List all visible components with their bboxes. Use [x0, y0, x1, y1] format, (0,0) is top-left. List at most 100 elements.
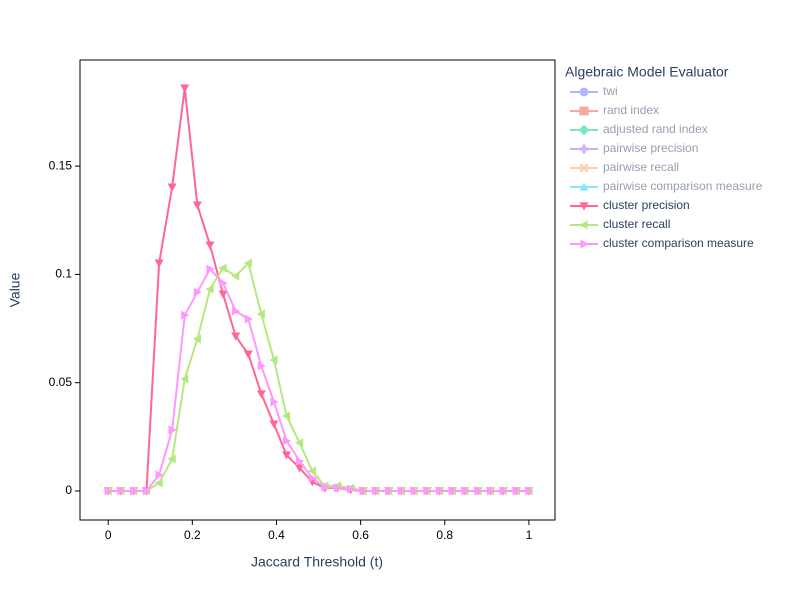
- legend-item: rand index: [570, 103, 659, 117]
- point: [512, 486, 521, 496]
- legend-label: pairwise precision: [603, 141, 698, 155]
- legend-item: cluster precision: [570, 198, 690, 212]
- legend-label: twi: [603, 84, 618, 98]
- y-tick-label: 0.1: [55, 267, 72, 281]
- plot-area: [103, 84, 534, 496]
- legend-marker: [579, 220, 588, 230]
- point: [346, 484, 356, 494]
- series-line: [108, 261, 529, 492]
- point: [180, 374, 189, 384]
- point: [231, 332, 241, 341]
- legend-marker: [580, 239, 589, 249]
- point: [243, 350, 253, 359]
- point: [308, 473, 317, 483]
- point: [333, 483, 342, 493]
- point: [104, 486, 113, 496]
- x-tick-label: 1: [526, 528, 533, 542]
- legend-marker: [579, 106, 589, 116]
- point: [168, 425, 177, 435]
- point: [192, 201, 202, 210]
- point: [206, 264, 215, 274]
- legend-label: pairwise recall: [603, 160, 679, 174]
- point: [180, 84, 190, 93]
- point: [385, 486, 394, 496]
- point: [142, 486, 151, 496]
- x-tick-label: 0.4: [268, 528, 285, 542]
- point: [296, 456, 305, 466]
- legend-label: adjusted rand index: [603, 122, 708, 136]
- legend-item: pairwise recall: [570, 160, 679, 174]
- point: [321, 482, 330, 492]
- x-tick-label: 0: [105, 528, 112, 542]
- point: [410, 486, 419, 496]
- point: [269, 420, 279, 429]
- legend-marker: [578, 124, 590, 136]
- y-axis-title: Value: [7, 272, 23, 307]
- point: [436, 486, 445, 496]
- plot-frame: [79, 59, 556, 521]
- y-tick-label: 0.05: [49, 375, 73, 389]
- point: [154, 259, 164, 268]
- legend-marker: [579, 182, 589, 191]
- point: [282, 411, 291, 421]
- legend-label: pairwise comparison measure: [603, 179, 763, 193]
- legend-marker: [579, 163, 589, 173]
- x-axis-title: Jaccard Threshold (t): [251, 554, 383, 570]
- legend-item: cluster recall: [570, 217, 670, 231]
- legend-marker: [579, 144, 589, 154]
- legend-title: Algebraic Model Evaluator: [565, 64, 729, 80]
- point: [205, 241, 215, 250]
- legend-label: cluster precision: [603, 198, 690, 212]
- x-tick-label: 0.8: [436, 528, 453, 542]
- point: [359, 486, 368, 496]
- legend-item: pairwise precision: [570, 141, 698, 155]
- point: [270, 397, 279, 407]
- legend-item: adjusted rand index: [570, 122, 708, 136]
- legend-marker: [579, 87, 589, 97]
- point: [232, 306, 241, 316]
- legend-label: rand index: [603, 103, 659, 117]
- x-tick-label: 0.6: [352, 528, 369, 542]
- point: [499, 486, 508, 496]
- point: [525, 486, 534, 496]
- point: [219, 278, 228, 288]
- point: [269, 355, 278, 365]
- legend-item: twi: [570, 84, 618, 98]
- point: [256, 309, 265, 319]
- point: [307, 466, 316, 476]
- point: [372, 486, 381, 496]
- point: [117, 486, 126, 496]
- point: [181, 310, 190, 320]
- point: [155, 470, 164, 480]
- point: [218, 263, 227, 273]
- point: [282, 436, 292, 446]
- point: [257, 361, 266, 371]
- point: [461, 486, 470, 496]
- point: [154, 478, 163, 488]
- legend-item: cluster comparison measure: [570, 236, 754, 250]
- legend-label: cluster recall: [603, 217, 670, 231]
- legend-item: pairwise comparison measure: [570, 179, 763, 193]
- point: [474, 486, 483, 496]
- point: [192, 334, 201, 344]
- point: [295, 438, 304, 448]
- point: [167, 454, 176, 464]
- y-tick-label: 0.15: [49, 158, 73, 172]
- point: [193, 287, 202, 297]
- point: [205, 284, 214, 294]
- point: [448, 486, 457, 496]
- x-tick-label: 0.2: [184, 528, 201, 542]
- point: [423, 486, 432, 496]
- legend-label: cluster comparison measure: [603, 236, 754, 250]
- series-line: [108, 267, 529, 492]
- legend-marker: [579, 202, 589, 211]
- point: [218, 290, 228, 299]
- point: [244, 314, 253, 324]
- point: [243, 258, 252, 268]
- point: [397, 486, 406, 496]
- y-tick-label: 0: [65, 483, 72, 497]
- point: [167, 183, 177, 192]
- point: [256, 390, 266, 399]
- point: [295, 464, 305, 473]
